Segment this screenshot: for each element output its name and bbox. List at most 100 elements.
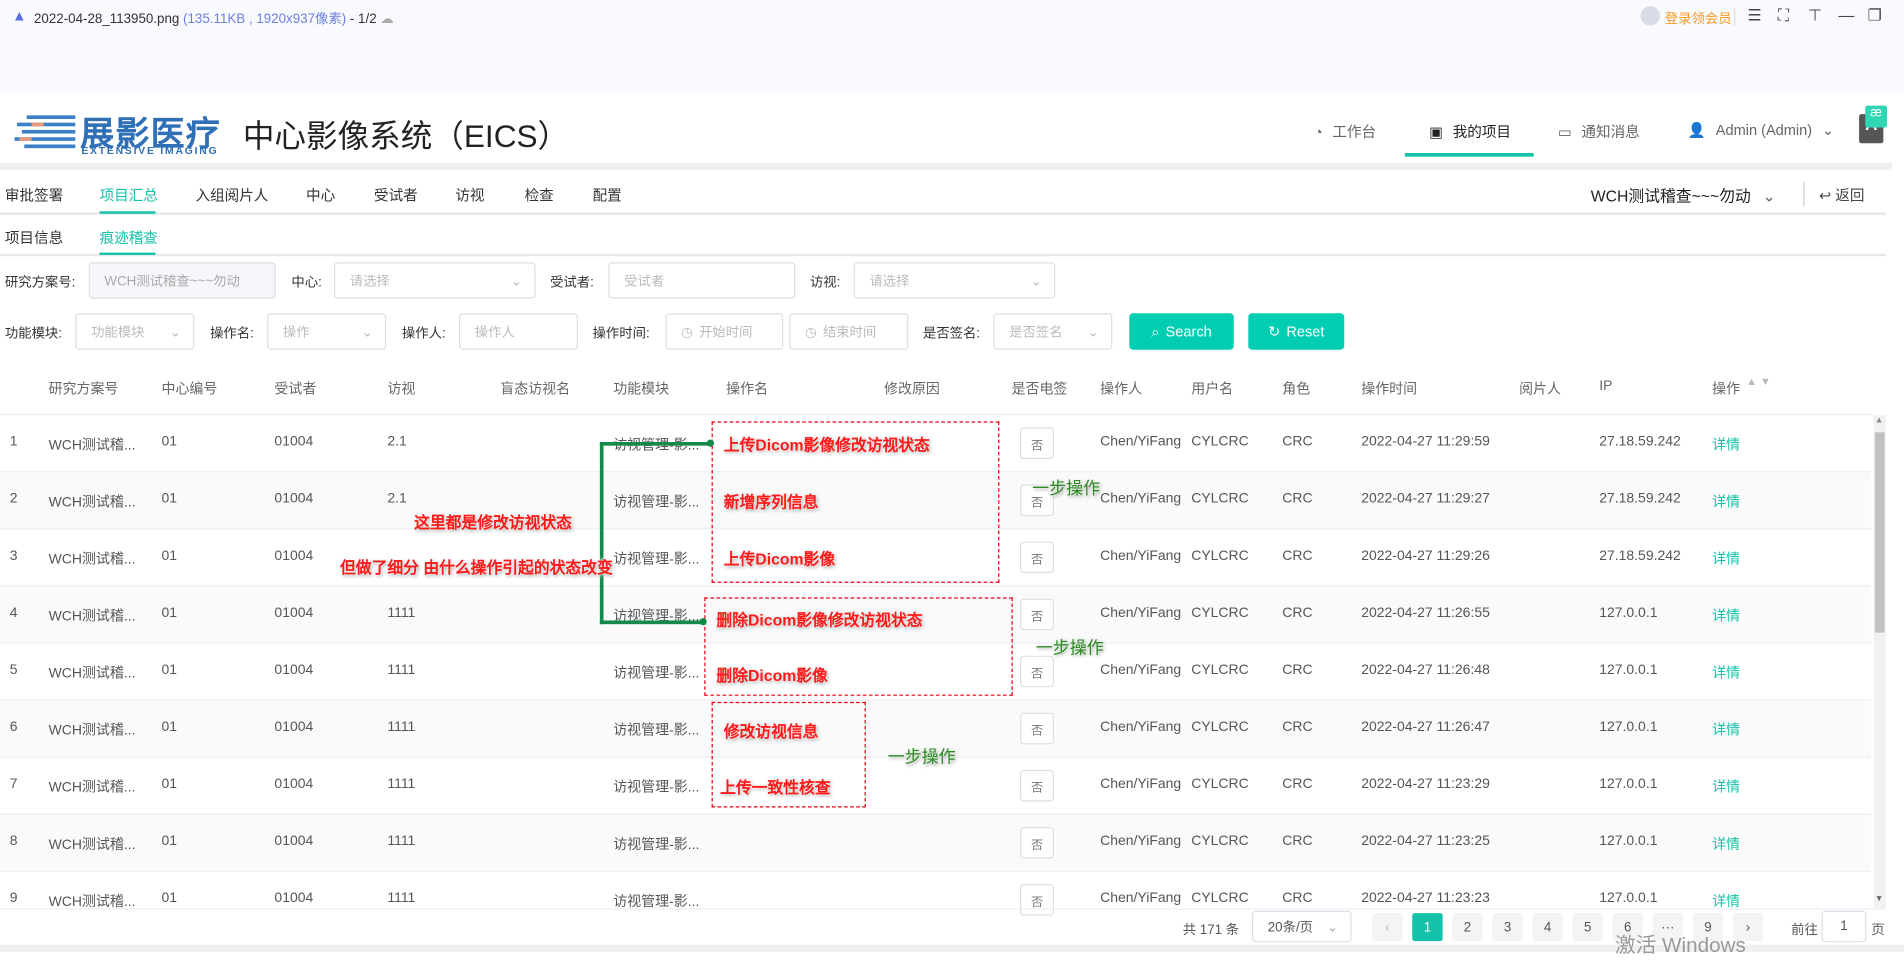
- column-header[interactable]: 是否电签: [1011, 382, 1068, 398]
- detail-link[interactable]: 详情: [1712, 666, 1741, 682]
- column-header[interactable]: 研究方案号: [48, 382, 119, 398]
- page-button[interactable]: 5: [1572, 913, 1603, 942]
- start-time-input[interactable]: ◷ 开始时间: [665, 313, 784, 350]
- tab-5[interactable]: 访视: [455, 187, 485, 205]
- table-row: 4 WCH测试稽... 01 01004 1111 访视管理-影... Chen/YiFan…: [0, 585, 1872, 643]
- operator-input[interactable]: 操作人: [459, 313, 579, 350]
- cell-visit: 1111: [387, 834, 416, 849]
- tab-4[interactable]: 受试者: [374, 187, 418, 205]
- column-header[interactable]: 操作: [1712, 382, 1741, 398]
- page-size-select[interactable]: 20条/页 ⌄: [1251, 910, 1352, 943]
- goto-page-input[interactable]: 1: [1821, 910, 1867, 943]
- scroll-up-icon[interactable]: ▲: [1874, 416, 1884, 426]
- scroll-down-icon[interactable]: ▼: [1874, 894, 1884, 904]
- minimize-icon[interactable]: —: [1838, 6, 1855, 25]
- opname-select[interactable]: 操作 ⌄: [267, 313, 387, 350]
- tab-0[interactable]: 审批签署: [4, 187, 64, 205]
- nav-user-menu[interactable]: 👤 Admin (Admin) ⌄: [1688, 121, 1834, 138]
- column-header[interactable]: 盲态访视名: [500, 382, 571, 398]
- member-link[interactable]: 登录领会员: [1664, 12, 1732, 27]
- search-button[interactable]: ⌕ Search: [1129, 313, 1234, 350]
- cell-module: 访视管理-影...: [613, 723, 700, 739]
- column-header[interactable]: 用户名: [1191, 382, 1234, 398]
- nav-workbench[interactable]: ◔ 工作台: [1314, 121, 1376, 142]
- page-suffix: 页: [1871, 922, 1885, 938]
- subject-label: 受试者:: [550, 275, 594, 291]
- page-button[interactable]: 3: [1492, 913, 1523, 942]
- cell-study: WCH测试稽...: [48, 723, 136, 739]
- sort-icon[interactable]: ▲ ▼: [1746, 375, 1771, 388]
- tab-1[interactable]: 项目汇总: [99, 187, 158, 205]
- scrollbar-thumb[interactable]: [1874, 432, 1885, 633]
- column-header[interactable]: 访视: [387, 382, 416, 398]
- detail-link[interactable]: 详情: [1712, 723, 1741, 739]
- module-select[interactable]: 功能模块 ⌄: [75, 313, 195, 350]
- signed-select[interactable]: 是否签名 ⌄: [993, 313, 1113, 350]
- module-label: 功能模块:: [4, 326, 63, 342]
- column-header[interactable]: 操作人: [1100, 382, 1143, 398]
- detail-link[interactable]: 详情: [1712, 552, 1741, 568]
- page-button[interactable]: 1: [1412, 913, 1443, 942]
- tab-6[interactable]: 检查: [524, 187, 554, 205]
- nav-notifications[interactable]: ▭ 通知消息: [1558, 121, 1640, 142]
- operator-label: 操作人:: [401, 326, 446, 342]
- end-time-input[interactable]: ◷ 结束时间: [789, 313, 909, 350]
- cell-study: WCH测试稽...: [48, 666, 136, 682]
- pin-icon[interactable]: ⊤: [1808, 6, 1822, 25]
- column-header[interactable]: 操作时间: [1361, 382, 1418, 398]
- annotation-box: [704, 597, 1013, 696]
- column-header[interactable]: 受试者: [274, 382, 317, 398]
- nav-my-projects[interactable]: ▣ 我的项目: [1429, 121, 1511, 142]
- project-select[interactable]: WCH测试稽查~~~勿动 ⌄: [1591, 183, 1776, 206]
- detail-link[interactable]: 详情: [1712, 780, 1741, 796]
- column-header[interactable]: 功能模块: [613, 382, 670, 398]
- tab-2[interactable]: 入组阅片人: [195, 187, 269, 205]
- esign-tag: 否: [1020, 884, 1055, 916]
- cell-visit: 1111: [387, 605, 416, 621]
- cell-ip: 127.0.0.1: [1599, 663, 1658, 678]
- restore-icon[interactable]: ❐: [1867, 6, 1882, 25]
- subtab-project-info[interactable]: 项目信息: [4, 229, 64, 247]
- detail-link[interactable]: 详情: [1712, 837, 1741, 853]
- reset-button[interactable]: ↻ Reset: [1248, 313, 1345, 350]
- chevron-down-icon: ⌄: [1087, 324, 1099, 340]
- viewer-avatar-icon[interactable]: [1640, 6, 1660, 26]
- detail-link[interactable]: 详情: [1712, 495, 1741, 511]
- cell-time: 2022-04-27 11:23:29: [1361, 777, 1490, 792]
- detail-link[interactable]: 详情: [1712, 609, 1741, 625]
- column-header[interactable]: 角色: [1282, 382, 1311, 398]
- reset-label: Reset: [1286, 323, 1325, 341]
- table-row: 6 WCH测试稽... 01 01004 1111 访视管理-影... Chen/YiFan…: [0, 699, 1872, 757]
- column-header[interactable]: 中心编号: [161, 382, 218, 398]
- subtab-audit-trail[interactable]: 痕迹稽查: [99, 229, 158, 247]
- tab-3[interactable]: 中心: [306, 187, 336, 205]
- detail-link[interactable]: 详情: [1712, 894, 1741, 910]
- column-header[interactable]: IP: [1599, 378, 1613, 394]
- page-button[interactable]: 4: [1532, 913, 1563, 942]
- center-select[interactable]: 请选择 ⌄: [333, 262, 536, 299]
- tab-7[interactable]: 配置: [592, 187, 622, 205]
- upload-cloud-icon[interactable]: ☁: [380, 12, 394, 27]
- page-button[interactable]: ···: [1652, 913, 1684, 942]
- detail-link[interactable]: 详情: [1712, 438, 1741, 453]
- back-button[interactable]: ↩ 返回: [1819, 185, 1864, 206]
- page-button[interactable]: 6: [1612, 913, 1643, 942]
- subject-input[interactable]: 受试者: [608, 262, 796, 299]
- fullscreen-icon[interactable]: ⛶: [1777, 6, 1789, 25]
- visit-select[interactable]: 请选择 ⌄: [853, 262, 1056, 299]
- project-select-value: WCH测试稽查~~~勿动: [1590, 187, 1751, 206]
- chevron-down-icon: ⌄: [361, 324, 373, 340]
- extension-icon[interactable]: æ: [1865, 105, 1888, 128]
- column-header[interactable]: 操作名: [726, 382, 769, 398]
- menu-icon[interactable]: ☰: [1747, 6, 1762, 25]
- cell-operator: Chen/YiFang: [1100, 548, 1182, 564]
- page-button[interactable]: 9: [1692, 913, 1724, 942]
- center-placeholder: 请选择: [349, 274, 390, 290]
- next-page-button[interactable]: ›: [1732, 913, 1764, 942]
- prev-page-button[interactable]: ‹: [1372, 913, 1403, 942]
- cell-center: 01: [161, 434, 178, 450]
- column-header[interactable]: 阅片人: [1519, 382, 1561, 398]
- page-button[interactable]: 2: [1452, 913, 1483, 942]
- column-header[interactable]: 修改原因: [884, 382, 940, 398]
- subtabs-divider: [0, 253, 1886, 257]
